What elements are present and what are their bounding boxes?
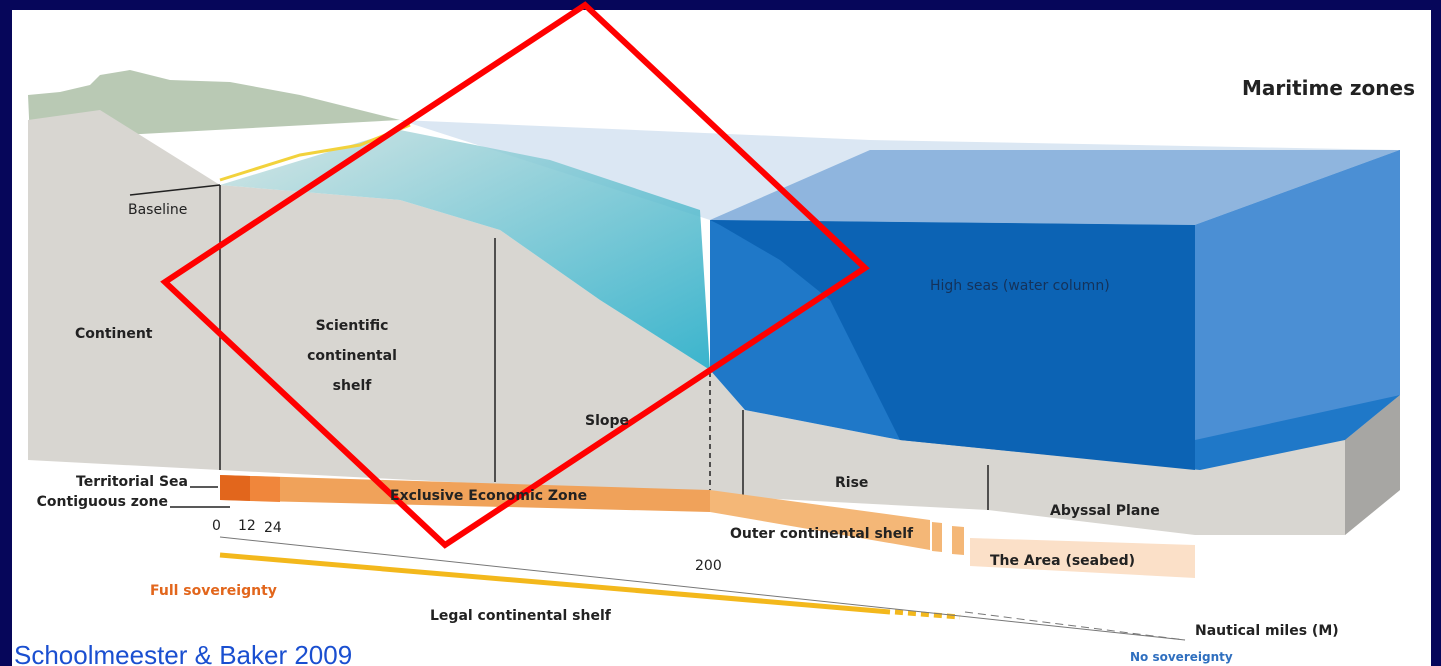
zone-label: The Area (seabed): [990, 553, 1135, 569]
legend-label: Legal continental shelf: [430, 608, 612, 624]
label: Continent: [75, 326, 153, 342]
label: Baseline: [128, 202, 187, 218]
zone-label: Territorial Sea: [76, 474, 188, 490]
label: shelf: [333, 378, 373, 394]
label: Slope: [585, 413, 629, 429]
distance-tick: 200: [695, 558, 722, 574]
page: Maritime zones Baseline Continent Scient…: [0, 0, 1441, 666]
label: High seas (water column): [930, 278, 1110, 294]
territorial-band: [220, 475, 250, 501]
legend-label: No sovereignty: [1130, 650, 1233, 664]
diagram-title: Maritime zones: [1242, 76, 1415, 100]
label: continental: [307, 348, 397, 364]
label: Rise: [835, 475, 868, 491]
legend-label: Full sovereignty: [150, 583, 277, 599]
zone-label: Outer continental shelf: [730, 526, 914, 542]
citation: Schoolmeester & Baker 2009: [14, 640, 352, 666]
legend-label: Nautical miles (M): [1195, 623, 1339, 639]
label: Scientific: [316, 318, 389, 334]
distance-tick: 12: [238, 518, 256, 534]
zone-label: Contiguous zone: [37, 494, 168, 510]
contiguous-band: [250, 476, 280, 502]
frame: [0, 540, 12, 666]
zone-label: Exclusive Economic Zone: [390, 488, 587, 504]
label: Abyssal Plane: [1050, 503, 1160, 519]
distance-tick: 0: [212, 518, 221, 534]
slide: Maritime zones Baseline Continent Scient…: [0, 0, 1441, 666]
distance-tick: 24: [264, 520, 282, 536]
